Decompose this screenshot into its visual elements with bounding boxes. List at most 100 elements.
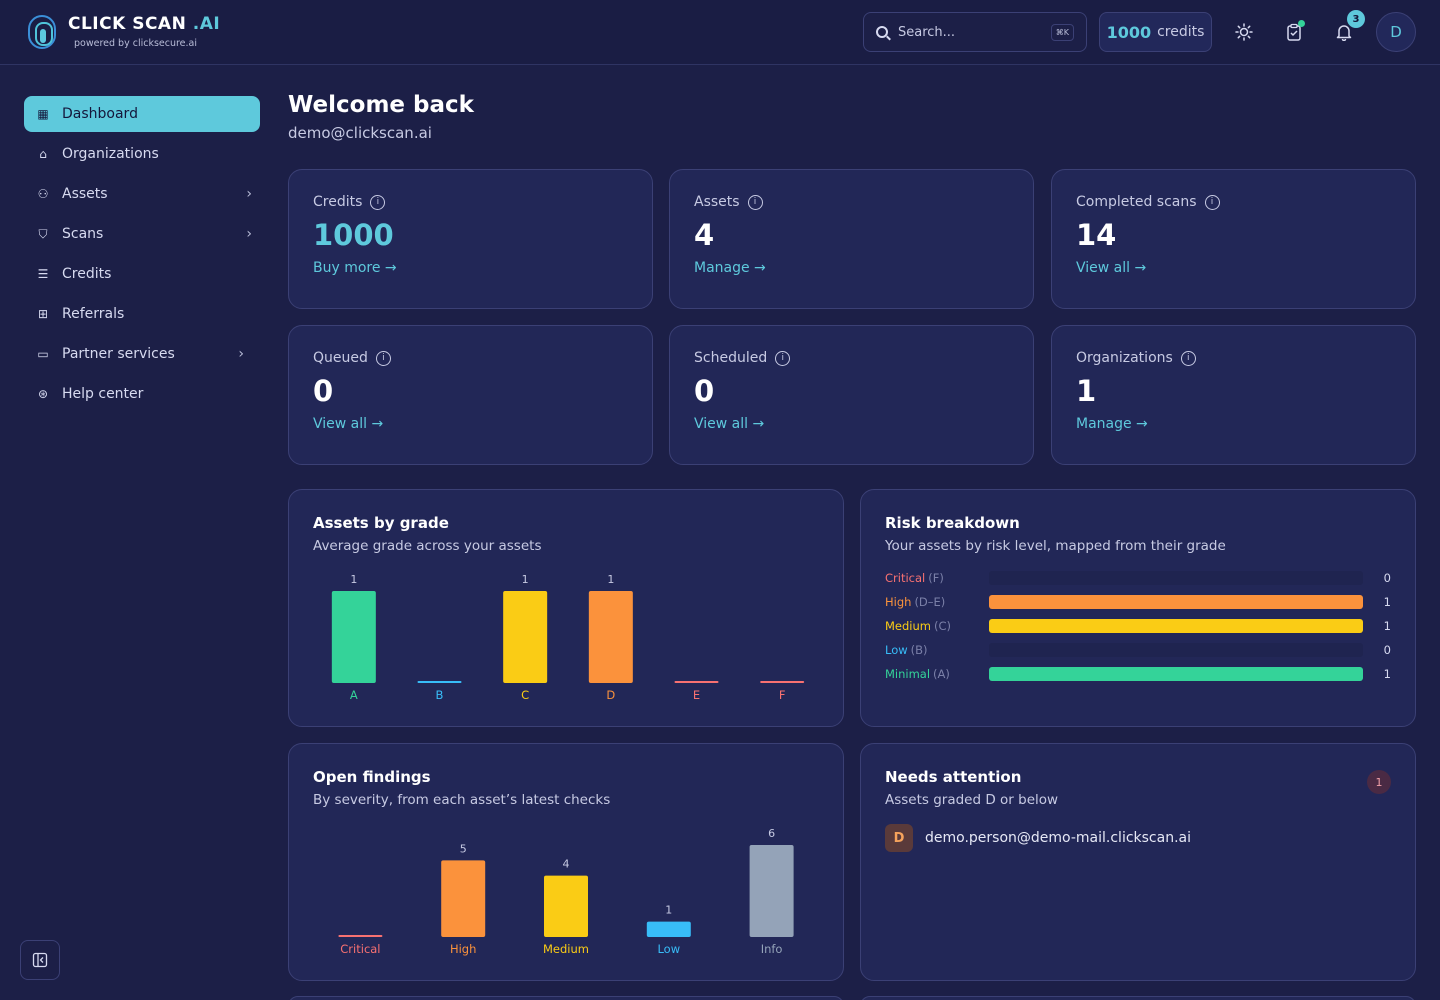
risk-count-high: 1 xyxy=(1383,595,1391,609)
brand-name: CLICK SCAN .AI xyxy=(68,14,221,34)
risk-level-name: Critical xyxy=(885,571,926,585)
tick-label-f: F xyxy=(779,688,786,702)
tick-label-low: Low xyxy=(657,942,680,956)
search-input[interactable]: Search... ⌘K xyxy=(863,12,1087,52)
sidebar-item-dashboard[interactable]: ▦ Dashboard xyxy=(24,96,260,132)
stat-card-organizations: Organizations i 1 Manage → xyxy=(1051,325,1416,465)
tick-label-critical: Critical xyxy=(340,942,380,956)
sidebar-item-label: Dashboard xyxy=(62,106,138,122)
risk-grade-range: (B) xyxy=(910,643,928,657)
clipboard-check-icon[interactable] xyxy=(1278,16,1310,48)
assets-by-grade-panel: Assets by grade Average grade across you… xyxy=(288,489,844,727)
risk-breakdown-panel: Risk breakdown Your assets by risk level… xyxy=(860,489,1416,727)
info-icon[interactable]: i xyxy=(375,350,391,366)
risk-label-medium: Medium (C) xyxy=(885,619,989,633)
view-all-scans-link[interactable]: View all → xyxy=(1076,260,1147,276)
panel-title: Assets by grade xyxy=(313,514,449,532)
view-all-scheduled-link[interactable]: View all → xyxy=(694,416,765,432)
risk-label-critical: Critical (F) xyxy=(885,571,989,585)
risk-bar-minimal xyxy=(989,667,1363,681)
theme-toggle-sun-icon[interactable] xyxy=(1228,16,1260,48)
notification-count-badge: 3 xyxy=(1347,10,1365,28)
risk-row-critical: Critical (F) 0 xyxy=(885,570,1391,586)
asset-email: demo.person@demo-mail.clickscan.ai xyxy=(925,830,1191,846)
bar-low xyxy=(646,921,691,937)
sidebar-item-label: Assets xyxy=(62,186,108,202)
buy-more-link[interactable]: Buy more → xyxy=(313,260,397,276)
bar-info xyxy=(749,845,794,937)
next-panel-right xyxy=(860,996,1416,1000)
attention-list-item[interactable]: D demo.person@demo-mail.clickscan.ai xyxy=(885,824,1191,852)
tick-label-high: High xyxy=(450,942,476,956)
stat-value: 1000 xyxy=(313,218,394,252)
info-icon[interactable]: i xyxy=(775,350,791,366)
view-all-queued-link[interactable]: View all → xyxy=(313,416,384,432)
stat-label: Organizations i xyxy=(1076,350,1391,366)
grade-bar-chart: 1 A B 1 C 1 D E F xyxy=(331,573,805,702)
info-icon[interactable]: i xyxy=(1180,350,1196,366)
stat-card-credits: Credits i 1000 Buy more → xyxy=(288,169,653,309)
sidebar-item-help-center[interactable]: ⊛ Help center xyxy=(24,376,260,412)
bar-b xyxy=(417,681,462,683)
sidebar-item-assets[interactable]: ⚇ Assets › xyxy=(24,176,260,212)
stat-label: Credits i xyxy=(313,194,628,210)
bar-e xyxy=(674,681,719,683)
sidebar-item-credits[interactable]: ☰ Credits xyxy=(24,256,260,292)
info-icon[interactable]: i xyxy=(1204,194,1220,210)
sidebar-item-referrals[interactable]: ⊞ Referrals xyxy=(24,296,260,332)
stat-label: Queued i xyxy=(313,350,628,366)
shortcut-hint: ⌘K xyxy=(1050,23,1074,41)
attention-count-badge: 1 xyxy=(1367,770,1391,794)
sidebar-collapse-icon[interactable] xyxy=(20,940,60,980)
stat-card-assets: Assets i 4 Manage → xyxy=(669,169,1034,309)
info-icon[interactable]: i xyxy=(370,194,386,210)
building-icon: ⌂ xyxy=(39,147,47,161)
panel-subtitle: Your assets by risk level, mapped from t… xyxy=(885,538,1226,554)
sidebar-item-scans[interactable]: ⛉ Scans › xyxy=(24,216,260,252)
risk-grade-range: (D–E) xyxy=(914,595,946,609)
stat-card-scheduled: Scheduled i 0 View all → xyxy=(669,325,1034,465)
risk-bar-track xyxy=(989,667,1363,681)
risk-count-minimal: 1 xyxy=(1383,667,1391,681)
sidebar-item-organizations[interactable]: ⌂ Organizations xyxy=(24,136,260,172)
risk-grade-range: (A) xyxy=(933,667,950,681)
risk-level-name: Low xyxy=(885,643,908,657)
panel-title: Risk breakdown xyxy=(885,514,1020,532)
credits-button[interactable]: 1000 credits xyxy=(1099,12,1212,52)
credits-label: credits xyxy=(1157,24,1205,40)
user-avatar[interactable]: D xyxy=(1376,12,1416,52)
sidebar-item-label: Organizations xyxy=(62,146,159,162)
panel-subtitle: Assets graded D or below xyxy=(885,792,1059,808)
sidebar-item-label: Partner services xyxy=(62,346,175,362)
tasks-indicator-dot xyxy=(1298,20,1305,27)
stat-label: Completed scans i xyxy=(1076,194,1391,210)
data-label-c: 1 xyxy=(522,573,529,586)
credits-count: 1000 xyxy=(1106,22,1152,42)
tick-label-b: B xyxy=(436,688,444,702)
findings-bar-chart: Critical 5 High 4 Medium 1 Low 6 Info xyxy=(338,827,794,956)
data-label-info: 6 xyxy=(768,827,775,840)
risk-grade-range: (F) xyxy=(928,571,944,585)
manage-organizations-link[interactable]: Manage → xyxy=(1076,416,1148,432)
stat-label: Assets i xyxy=(694,194,1009,210)
tick-label-medium: Medium xyxy=(543,942,589,956)
info-icon[interactable]: i xyxy=(747,194,763,210)
risk-row-medium: Medium (C) 1 xyxy=(885,618,1391,634)
brand-logo[interactable]: CLICK SCAN .AI powered by clicksecure.ai xyxy=(28,14,220,49)
sidebar-nav: ▦ Dashboard ⌂ Organizations ⚇ Assets › ⛉… xyxy=(24,96,260,416)
risk-count-critical: 0 xyxy=(1383,571,1391,585)
manage-assets-link[interactable]: Manage → xyxy=(694,260,766,276)
bar-high xyxy=(441,860,486,937)
stat-value: 4 xyxy=(694,218,715,252)
search-icon xyxy=(876,26,888,38)
risk-bar-track xyxy=(989,595,1363,609)
shield-icon: ⛉ xyxy=(38,226,48,241)
risk-label-high: High (D–E) xyxy=(885,595,989,609)
bell-icon[interactable] xyxy=(1328,16,1360,48)
sidebar-item-partner-services[interactable]: ▭ Partner services › xyxy=(24,336,260,372)
tick-label-info: Info xyxy=(761,942,783,956)
bar-a xyxy=(331,591,376,683)
sidebar-item-label: Scans xyxy=(62,226,104,242)
risk-bar-track xyxy=(989,643,1363,657)
risk-bar-track xyxy=(989,619,1363,633)
